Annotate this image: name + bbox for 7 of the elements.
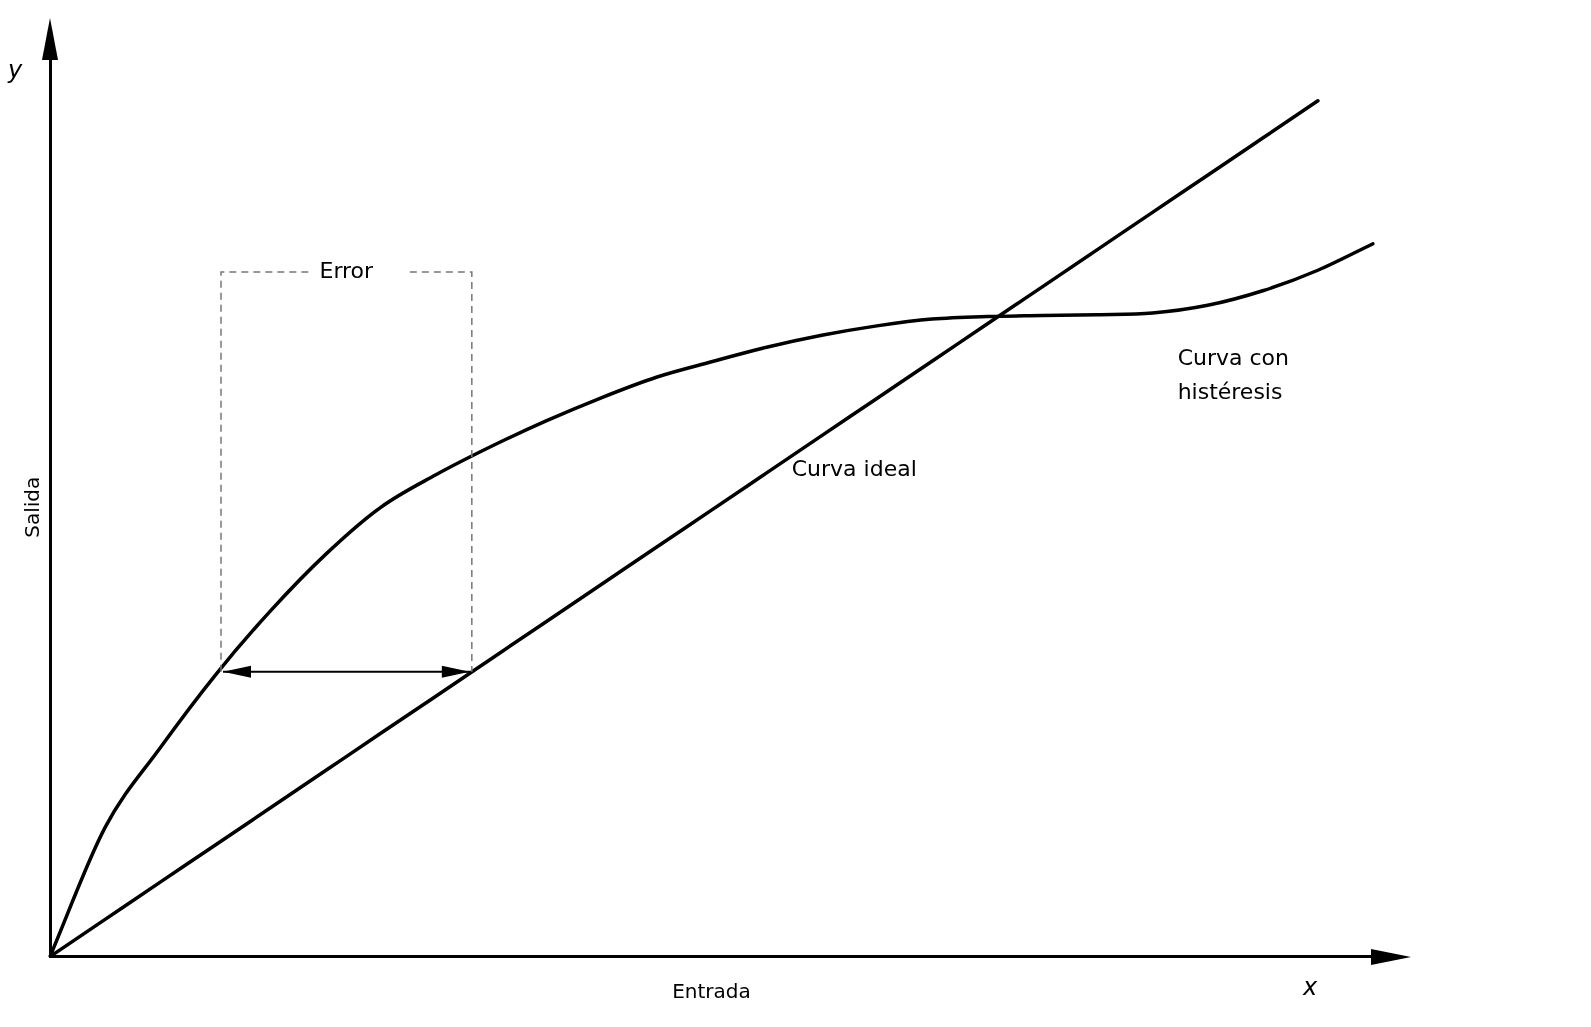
series-label: Curva con histéresis bbox=[1177, 345, 1289, 405]
x-axis-title: Entrada bbox=[672, 979, 751, 1004]
y-axis-title: Salida bbox=[20, 476, 45, 538]
annotation: Error bbox=[318, 257, 375, 283]
series-label: Curva ideal bbox=[791, 455, 917, 481]
text: y bbox=[8, 56, 23, 84]
text: x bbox=[1303, 972, 1318, 1001]
